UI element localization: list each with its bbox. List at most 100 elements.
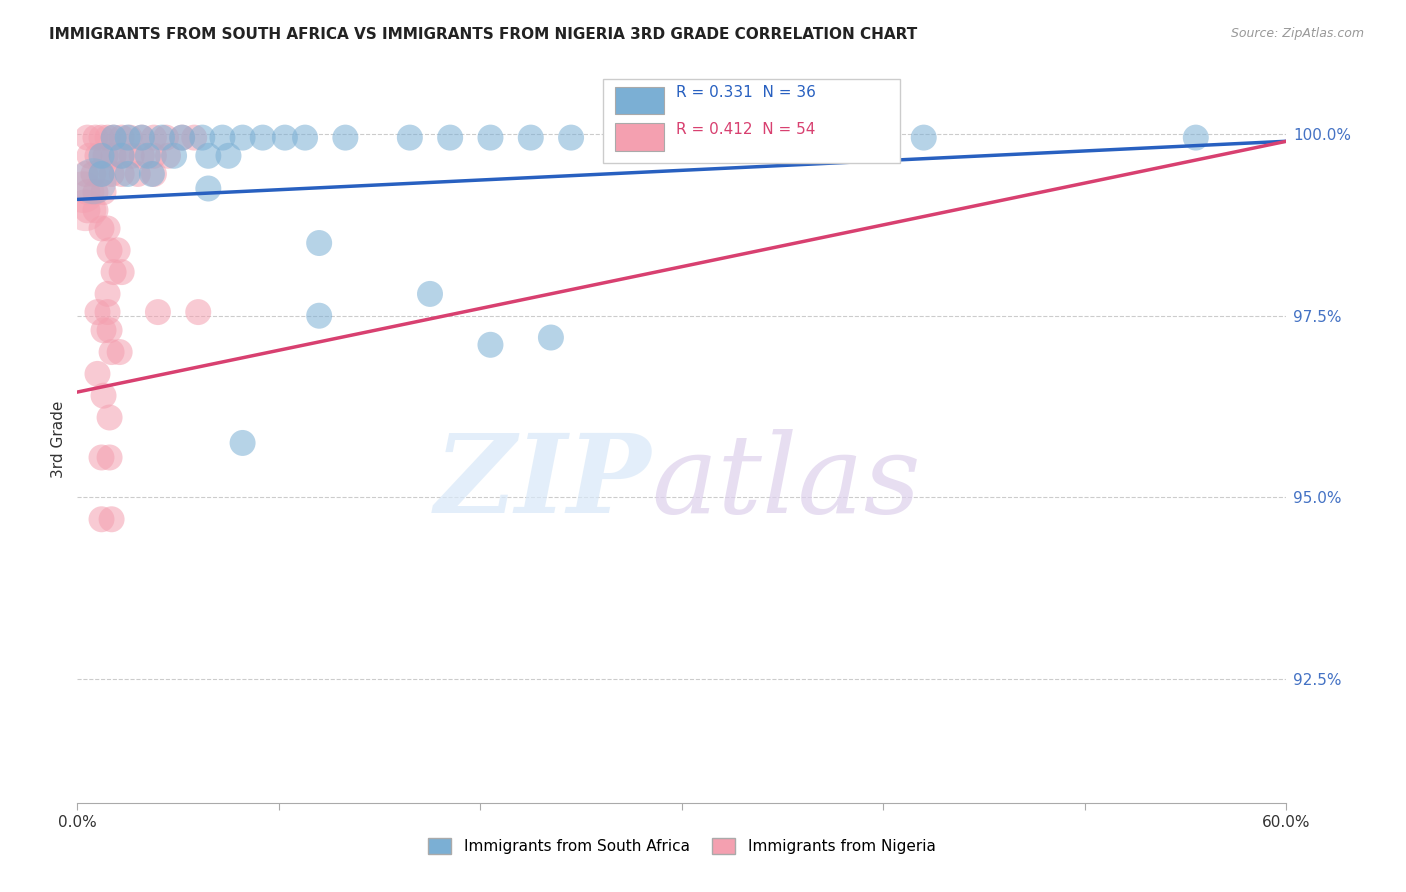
Point xyxy=(93,323,115,337)
Point xyxy=(335,130,357,145)
Point xyxy=(172,130,194,145)
Point xyxy=(183,130,205,145)
Point xyxy=(86,305,108,319)
Point xyxy=(98,323,121,337)
Point xyxy=(82,167,104,181)
Point xyxy=(218,149,240,163)
Point xyxy=(76,130,98,145)
Text: Source: ZipAtlas.com: Source: ZipAtlas.com xyxy=(1230,27,1364,40)
Point xyxy=(111,130,134,145)
Point xyxy=(141,167,163,181)
Point xyxy=(96,221,118,235)
Point xyxy=(76,203,98,218)
Point xyxy=(172,130,194,145)
Point xyxy=(103,265,125,279)
Point xyxy=(131,130,153,145)
Point xyxy=(94,149,117,163)
Point xyxy=(118,130,141,145)
Point xyxy=(232,436,254,450)
FancyBboxPatch shape xyxy=(616,123,664,151)
Point xyxy=(419,286,441,301)
Point xyxy=(75,167,97,181)
Point xyxy=(211,130,233,145)
Point xyxy=(90,167,112,181)
Text: R = 0.331  N = 36: R = 0.331 N = 36 xyxy=(676,86,815,100)
Point xyxy=(111,167,134,181)
Point xyxy=(90,450,112,465)
Point xyxy=(98,410,121,425)
Point xyxy=(479,338,502,352)
Point xyxy=(131,149,153,163)
Point xyxy=(90,167,112,181)
Point xyxy=(84,130,107,145)
Point xyxy=(540,330,562,344)
Point xyxy=(560,130,582,145)
Point xyxy=(127,167,149,181)
Point xyxy=(111,149,134,163)
Point xyxy=(93,389,115,403)
Point xyxy=(308,309,330,323)
Point xyxy=(90,221,112,235)
FancyBboxPatch shape xyxy=(616,87,664,114)
Point xyxy=(79,149,101,163)
Point xyxy=(117,167,139,181)
Point xyxy=(142,130,165,145)
Point xyxy=(479,130,502,145)
Point xyxy=(100,345,122,359)
Text: ZIP: ZIP xyxy=(434,429,652,537)
Point xyxy=(157,149,180,163)
Point xyxy=(142,149,165,163)
Point xyxy=(274,130,297,145)
Point xyxy=(308,235,330,250)
Text: R = 0.412  N = 54: R = 0.412 N = 54 xyxy=(676,121,815,136)
Point xyxy=(131,130,153,145)
Point xyxy=(197,181,219,195)
Point xyxy=(96,286,118,301)
Point xyxy=(98,244,121,258)
Point xyxy=(90,149,112,163)
Point xyxy=(912,130,935,145)
Point xyxy=(136,149,159,163)
Point xyxy=(93,185,115,199)
Point xyxy=(111,265,134,279)
Point xyxy=(232,130,254,145)
Point xyxy=(439,130,461,145)
Point xyxy=(82,174,104,188)
Point xyxy=(150,130,173,145)
Point xyxy=(121,149,143,163)
Point xyxy=(399,130,422,145)
Point xyxy=(84,185,107,199)
Point xyxy=(197,149,219,163)
Legend: Immigrants from South Africa, Immigrants from Nigeria: Immigrants from South Africa, Immigrants… xyxy=(422,832,942,861)
FancyBboxPatch shape xyxy=(603,79,900,163)
Point xyxy=(72,185,94,199)
Point xyxy=(163,149,186,163)
Point xyxy=(98,450,121,465)
Point xyxy=(75,203,97,218)
Point xyxy=(117,130,139,145)
Point xyxy=(187,305,209,319)
Point xyxy=(146,305,169,319)
Point xyxy=(294,130,316,145)
Point xyxy=(103,130,125,145)
Y-axis label: 3rd Grade: 3rd Grade xyxy=(51,401,66,478)
Point xyxy=(191,130,214,145)
Point xyxy=(155,130,177,145)
Point xyxy=(96,130,118,145)
Point xyxy=(100,512,122,526)
Point xyxy=(107,244,129,258)
Point xyxy=(103,149,125,163)
Point xyxy=(252,130,274,145)
Point xyxy=(90,130,112,145)
Text: atlas: atlas xyxy=(652,429,921,537)
Point xyxy=(100,167,122,181)
Point xyxy=(96,305,118,319)
Point xyxy=(103,130,125,145)
Point xyxy=(520,130,543,145)
Point xyxy=(86,149,108,163)
Point xyxy=(142,167,165,181)
Point xyxy=(86,367,108,381)
Point xyxy=(832,130,855,145)
Point xyxy=(108,345,131,359)
Text: IMMIGRANTS FROM SOUTH AFRICA VS IMMIGRANTS FROM NIGERIA 3RD GRADE CORRELATION CH: IMMIGRANTS FROM SOUTH AFRICA VS IMMIGRAN… xyxy=(49,27,918,42)
